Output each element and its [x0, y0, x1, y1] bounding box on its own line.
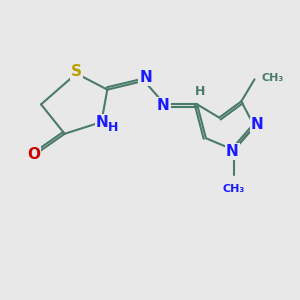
- Text: N: N: [96, 115, 108, 130]
- Text: N: N: [139, 70, 152, 86]
- Text: N: N: [251, 118, 264, 133]
- Text: H: H: [107, 121, 118, 134]
- Text: CH₃: CH₃: [262, 73, 284, 83]
- Text: N: N: [157, 98, 169, 113]
- Text: S: S: [71, 64, 82, 79]
- Text: H: H: [195, 85, 205, 98]
- Text: CH₃: CH₃: [223, 184, 245, 194]
- Text: N: N: [226, 144, 239, 159]
- Text: O: O: [27, 147, 40, 162]
